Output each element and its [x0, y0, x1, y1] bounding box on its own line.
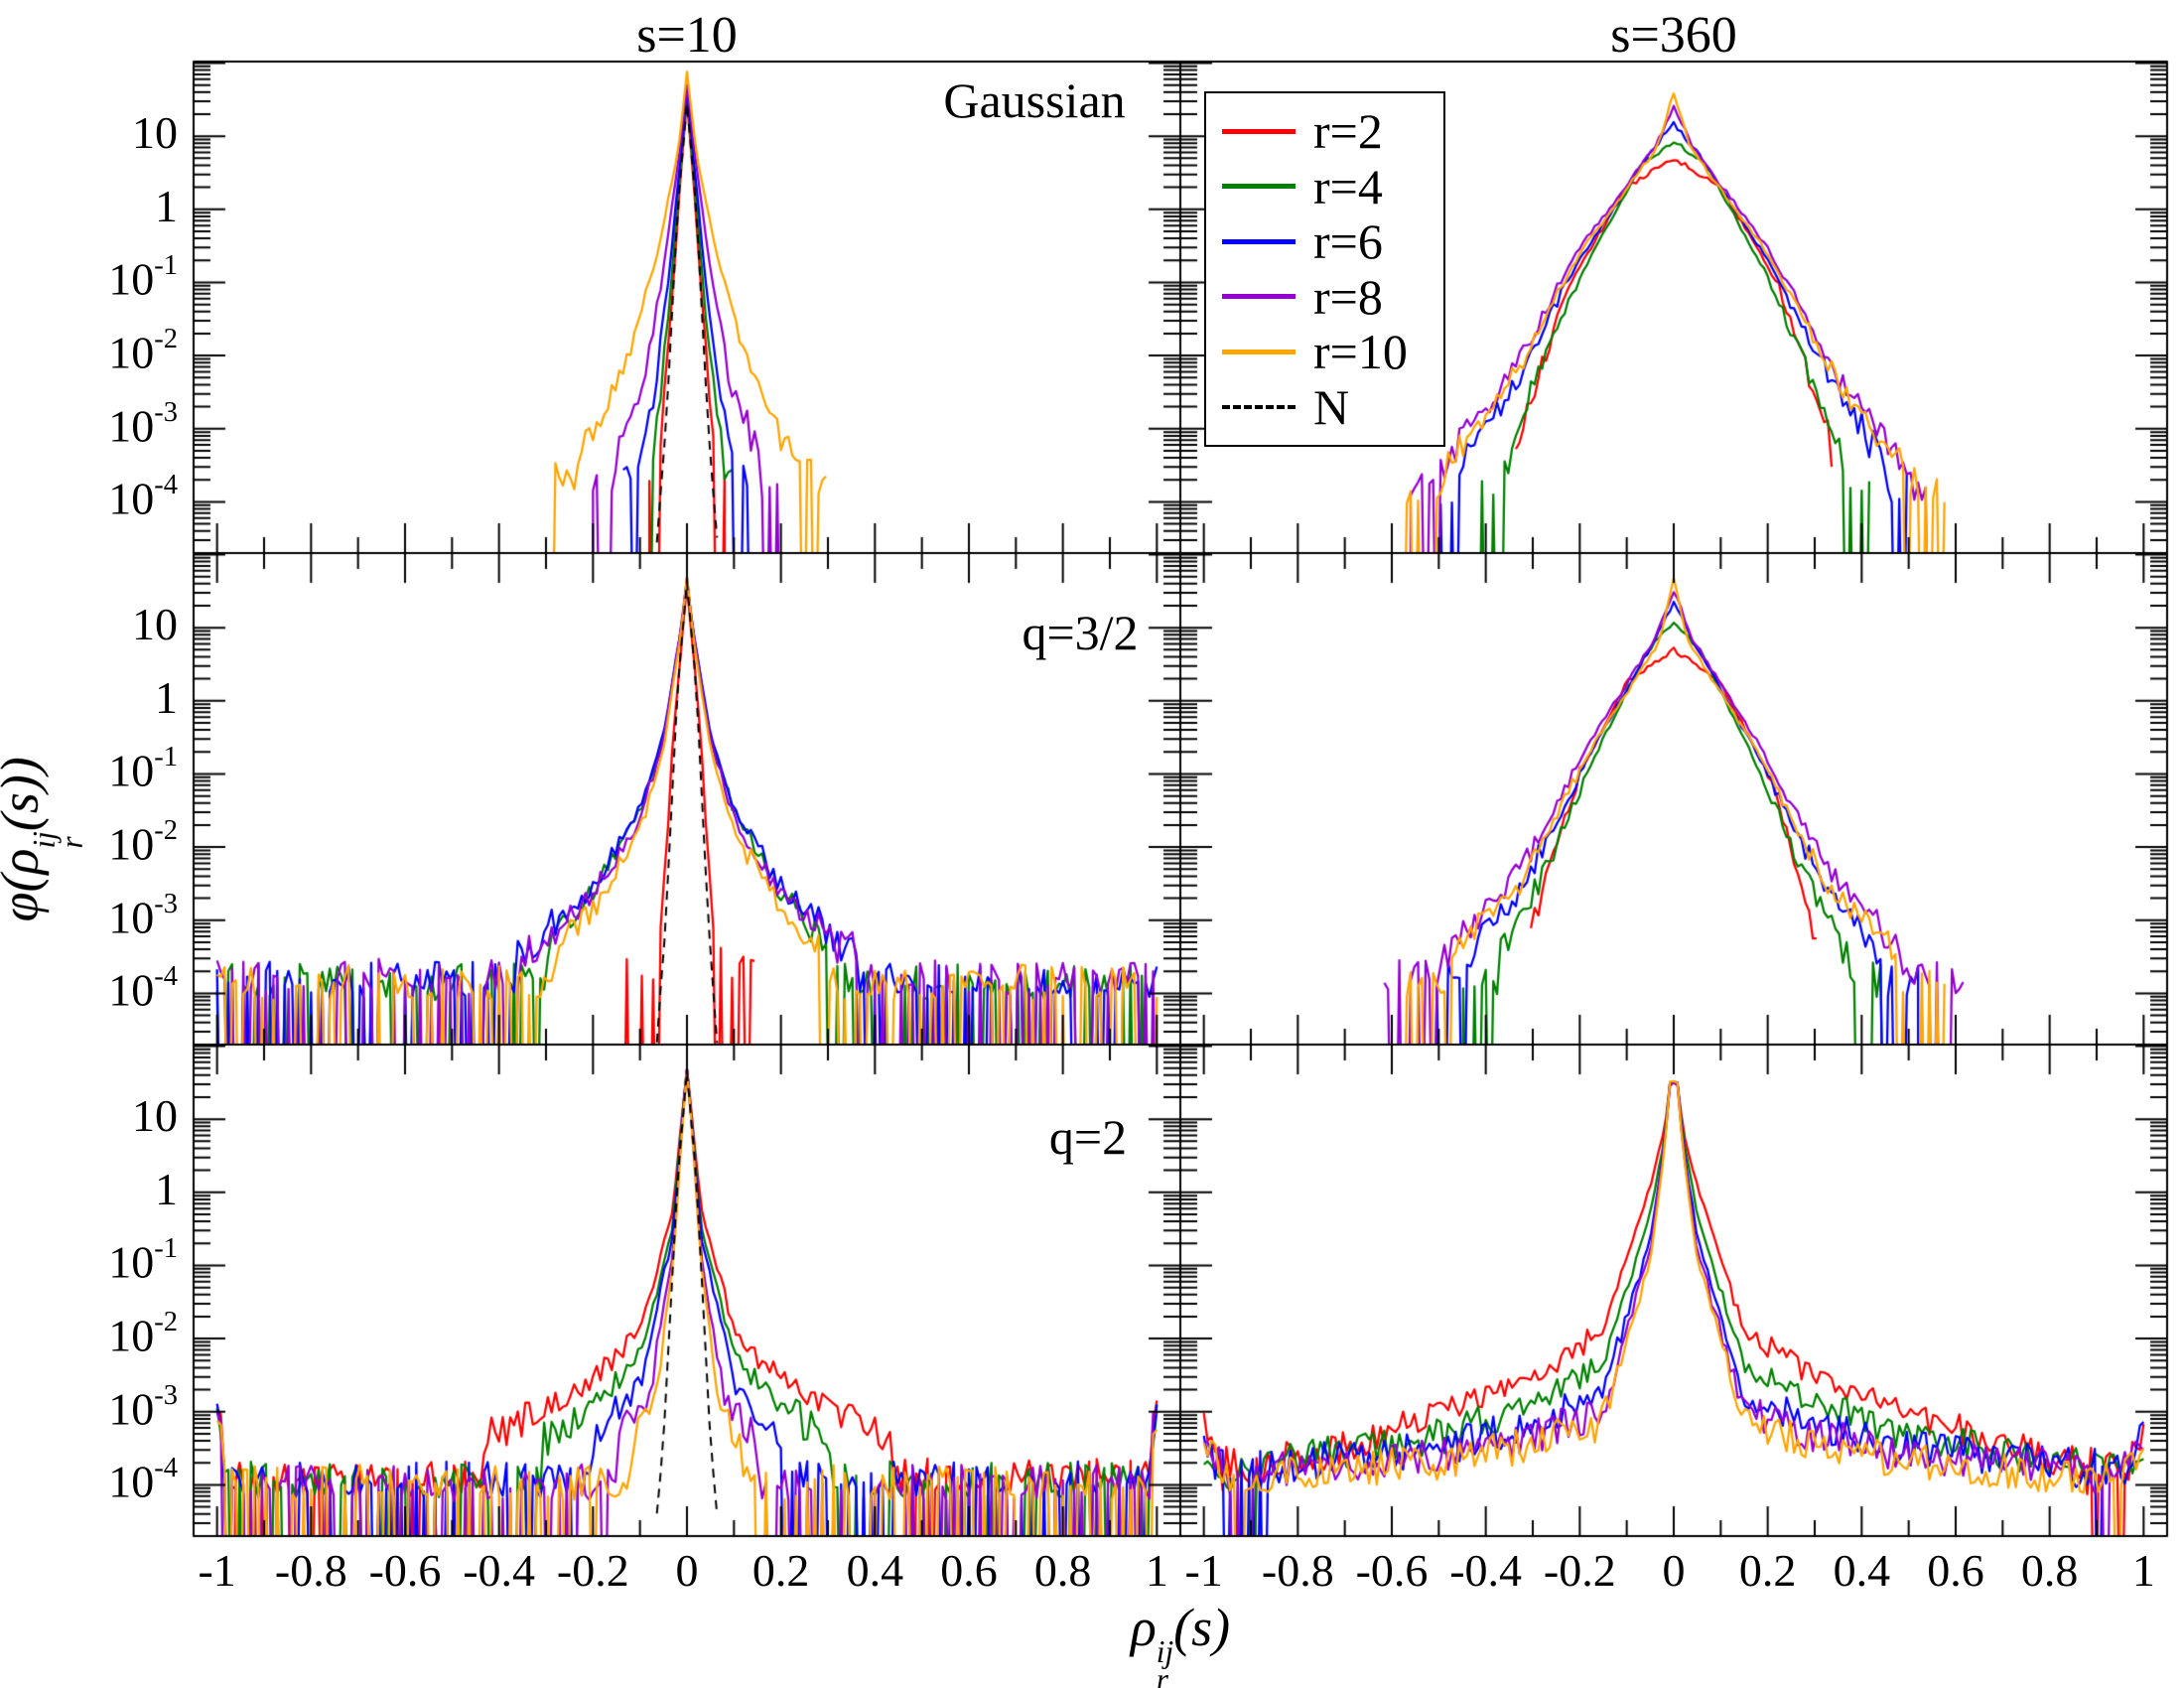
legend-line-r4-icon: [1222, 184, 1296, 190]
y-tick-label: 10-1: [108, 1233, 178, 1288]
x-tick-label: 1: [1145, 1545, 1168, 1596]
legend-line-r2-icon: [1222, 128, 1296, 134]
y-tick-label: 10-1: [108, 742, 178, 796]
x-tick-label: 0.4: [846, 1545, 904, 1596]
column-title-s10: s=10: [636, 7, 738, 64]
y-tick-label: 10-1: [108, 250, 178, 305]
x-tick-label: 0.8: [2020, 1545, 2079, 1596]
legend-label: r=4: [1313, 158, 1383, 214]
x-axis-label: ρ ij r (s): [1002, 1597, 1359, 1688]
legend-label: r=2: [1313, 103, 1383, 159]
legend-label: r=8: [1313, 268, 1383, 325]
x-tick-label: -0.2: [556, 1545, 629, 1596]
y-tick-label: 10-4: [108, 1453, 178, 1507]
x-tick-label: -0.6: [368, 1545, 442, 1596]
legend-entry-N: N: [1222, 378, 1443, 435]
x-axis-label-text: (s): [1173, 1598, 1231, 1657]
x-tick-label: 0.4: [1833, 1545, 1891, 1596]
y-tick-label: 10-4: [108, 961, 178, 1016]
legend-label: N: [1313, 378, 1350, 435]
x-tick-label: -1: [198, 1545, 236, 1596]
x-tick-label: -0.8: [1261, 1545, 1334, 1596]
x-tick-label: -0.8: [274, 1545, 347, 1596]
legend-line-N-icon: [1222, 404, 1296, 409]
y-tick-label: 10-3: [108, 1379, 178, 1435]
y-tick-label: 10-3: [108, 888, 178, 943]
y-tick-label: 10: [132, 1090, 178, 1142]
x-tick-label: 0.2: [1738, 1545, 1797, 1596]
legend-line-r6-icon: [1222, 238, 1296, 244]
x-tick-label: 0: [1662, 1545, 1686, 1596]
x-axis-label-superscript: ij: [1156, 1634, 1174, 1670]
y-tick-label: 10-2: [108, 323, 178, 378]
y-tick-label: 10-4: [108, 470, 178, 524]
panel-label-gaussian: Gaussian: [943, 72, 1126, 128]
y-tick-label: 10-2: [108, 814, 178, 870]
legend-line-r10-icon: [1222, 349, 1296, 354]
legend-line-r8-icon: [1222, 294, 1296, 300]
panel-label-q2: q=2: [1048, 1109, 1128, 1165]
legend: r=2 r=4 r=6 r=8 r=10 N: [1204, 91, 1445, 447]
x-axis-label-subscript: r: [1156, 1662, 1168, 1688]
x-axis-label-text: ρ: [1130, 1598, 1157, 1657]
x-tick-label: 0.6: [940, 1545, 998, 1596]
column-title-s360: s=360: [1610, 7, 1737, 64]
y-tick-label: 1: [155, 180, 178, 231]
legend-label: r=10: [1313, 324, 1408, 380]
y-tick-label: 1: [155, 671, 178, 723]
legend-entry-r10: r=10: [1222, 324, 1443, 380]
x-tick-label: -1: [1184, 1545, 1223, 1596]
x-tick-label: 0.6: [1927, 1545, 1984, 1596]
legend-entry-r6: r=6: [1222, 213, 1443, 270]
x-tick-label: 0.2: [751, 1545, 810, 1596]
x-tick-label: 0: [675, 1545, 699, 1596]
panel-label-q32: q=3/2: [1022, 605, 1139, 660]
x-tick-label: -0.6: [1355, 1545, 1429, 1596]
y-tick-label: 10-3: [108, 396, 178, 452]
y-tick-label: 1: [155, 1163, 178, 1214]
x-tick-label: -0.2: [1543, 1545, 1616, 1596]
legend-label: r=6: [1313, 213, 1383, 270]
y-tick-label: 10: [132, 599, 178, 650]
x-tick-label: -0.4: [1449, 1545, 1523, 1596]
legend-entry-r2: r=2: [1222, 103, 1443, 159]
legend-entry-r8: r=8: [1222, 268, 1443, 325]
x-tick-label: 0.8: [1033, 1545, 1092, 1596]
legend-entry-r4: r=4: [1222, 158, 1443, 214]
x-tick-label: -0.4: [463, 1545, 536, 1596]
x-tick-label: 1: [2131, 1545, 2155, 1596]
y-tick-label: 10: [132, 107, 178, 159]
y-tick-label: 10-2: [108, 1306, 178, 1361]
